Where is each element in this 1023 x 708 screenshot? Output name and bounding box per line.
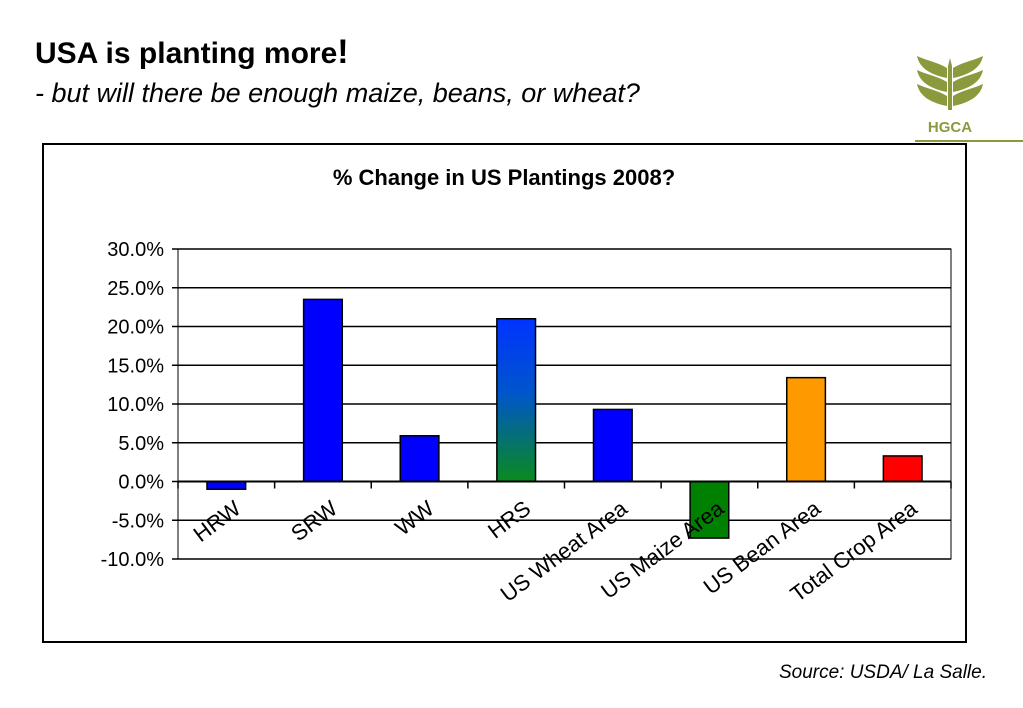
y-tick-label: 15.0% — [107, 355, 164, 377]
slide-title: USA is planting more! — [35, 33, 349, 71]
x-tick-label: HRS — [483, 496, 535, 544]
x-tick-label: HRW — [189, 495, 246, 546]
y-tick-label: -10.0% — [101, 549, 165, 571]
bar-hrs — [496, 318, 537, 483]
x-tick-label: WW — [390, 495, 438, 540]
y-tick-label: 0.0% — [118, 472, 164, 494]
bars — [206, 298, 923, 539]
logo-underline — [915, 140, 1023, 142]
y-tick-label: 25.0% — [107, 278, 164, 300]
chart-title: % Change in US Plantings 2008? — [333, 165, 675, 190]
bar-us-bean-area — [785, 376, 827, 483]
logo-text: HGCA — [928, 119, 972, 136]
slide-subtitle: - but will there be enough maize, beans,… — [35, 78, 640, 108]
wheat-sheaf-icon — [917, 56, 983, 110]
y-tick-label: 20.0% — [107, 317, 164, 339]
hgca-logo: HGCA — [917, 56, 983, 136]
chart-frame: % Change in US Plantings 2008? -10.0% -5.… — [42, 143, 967, 643]
y-axis-ticks: -10.0% -5.0% 0.0% 5.0% 10.0% 15.0% 20.0% 25.0% 3… — [101, 239, 178, 571]
x-axis — [177, 480, 952, 489]
x-tick-label: SRW — [286, 495, 342, 546]
bar-us-maize-area — [689, 480, 730, 539]
bar-total-crop-area — [882, 455, 923, 483]
y-tick-label: 10.0% — [107, 394, 164, 416]
bar-hrw — [206, 480, 247, 490]
bar-us-wheat-area — [592, 408, 633, 483]
title-exclamation: ! — [337, 33, 349, 71]
y-tick-label: 5.0% — [118, 433, 164, 455]
bar-chart: % Change in US Plantings 2008? -10.0% -5.… — [101, 165, 952, 607]
gridlines — [177, 248, 952, 560]
y-tick-label: 30.0% — [107, 239, 164, 261]
bar-ww — [399, 435, 440, 483]
source-note: Source: USDA/ La Salle. — [778, 662, 987, 683]
bar-srw — [302, 298, 344, 483]
y-tick-label: -5.0% — [112, 510, 164, 532]
